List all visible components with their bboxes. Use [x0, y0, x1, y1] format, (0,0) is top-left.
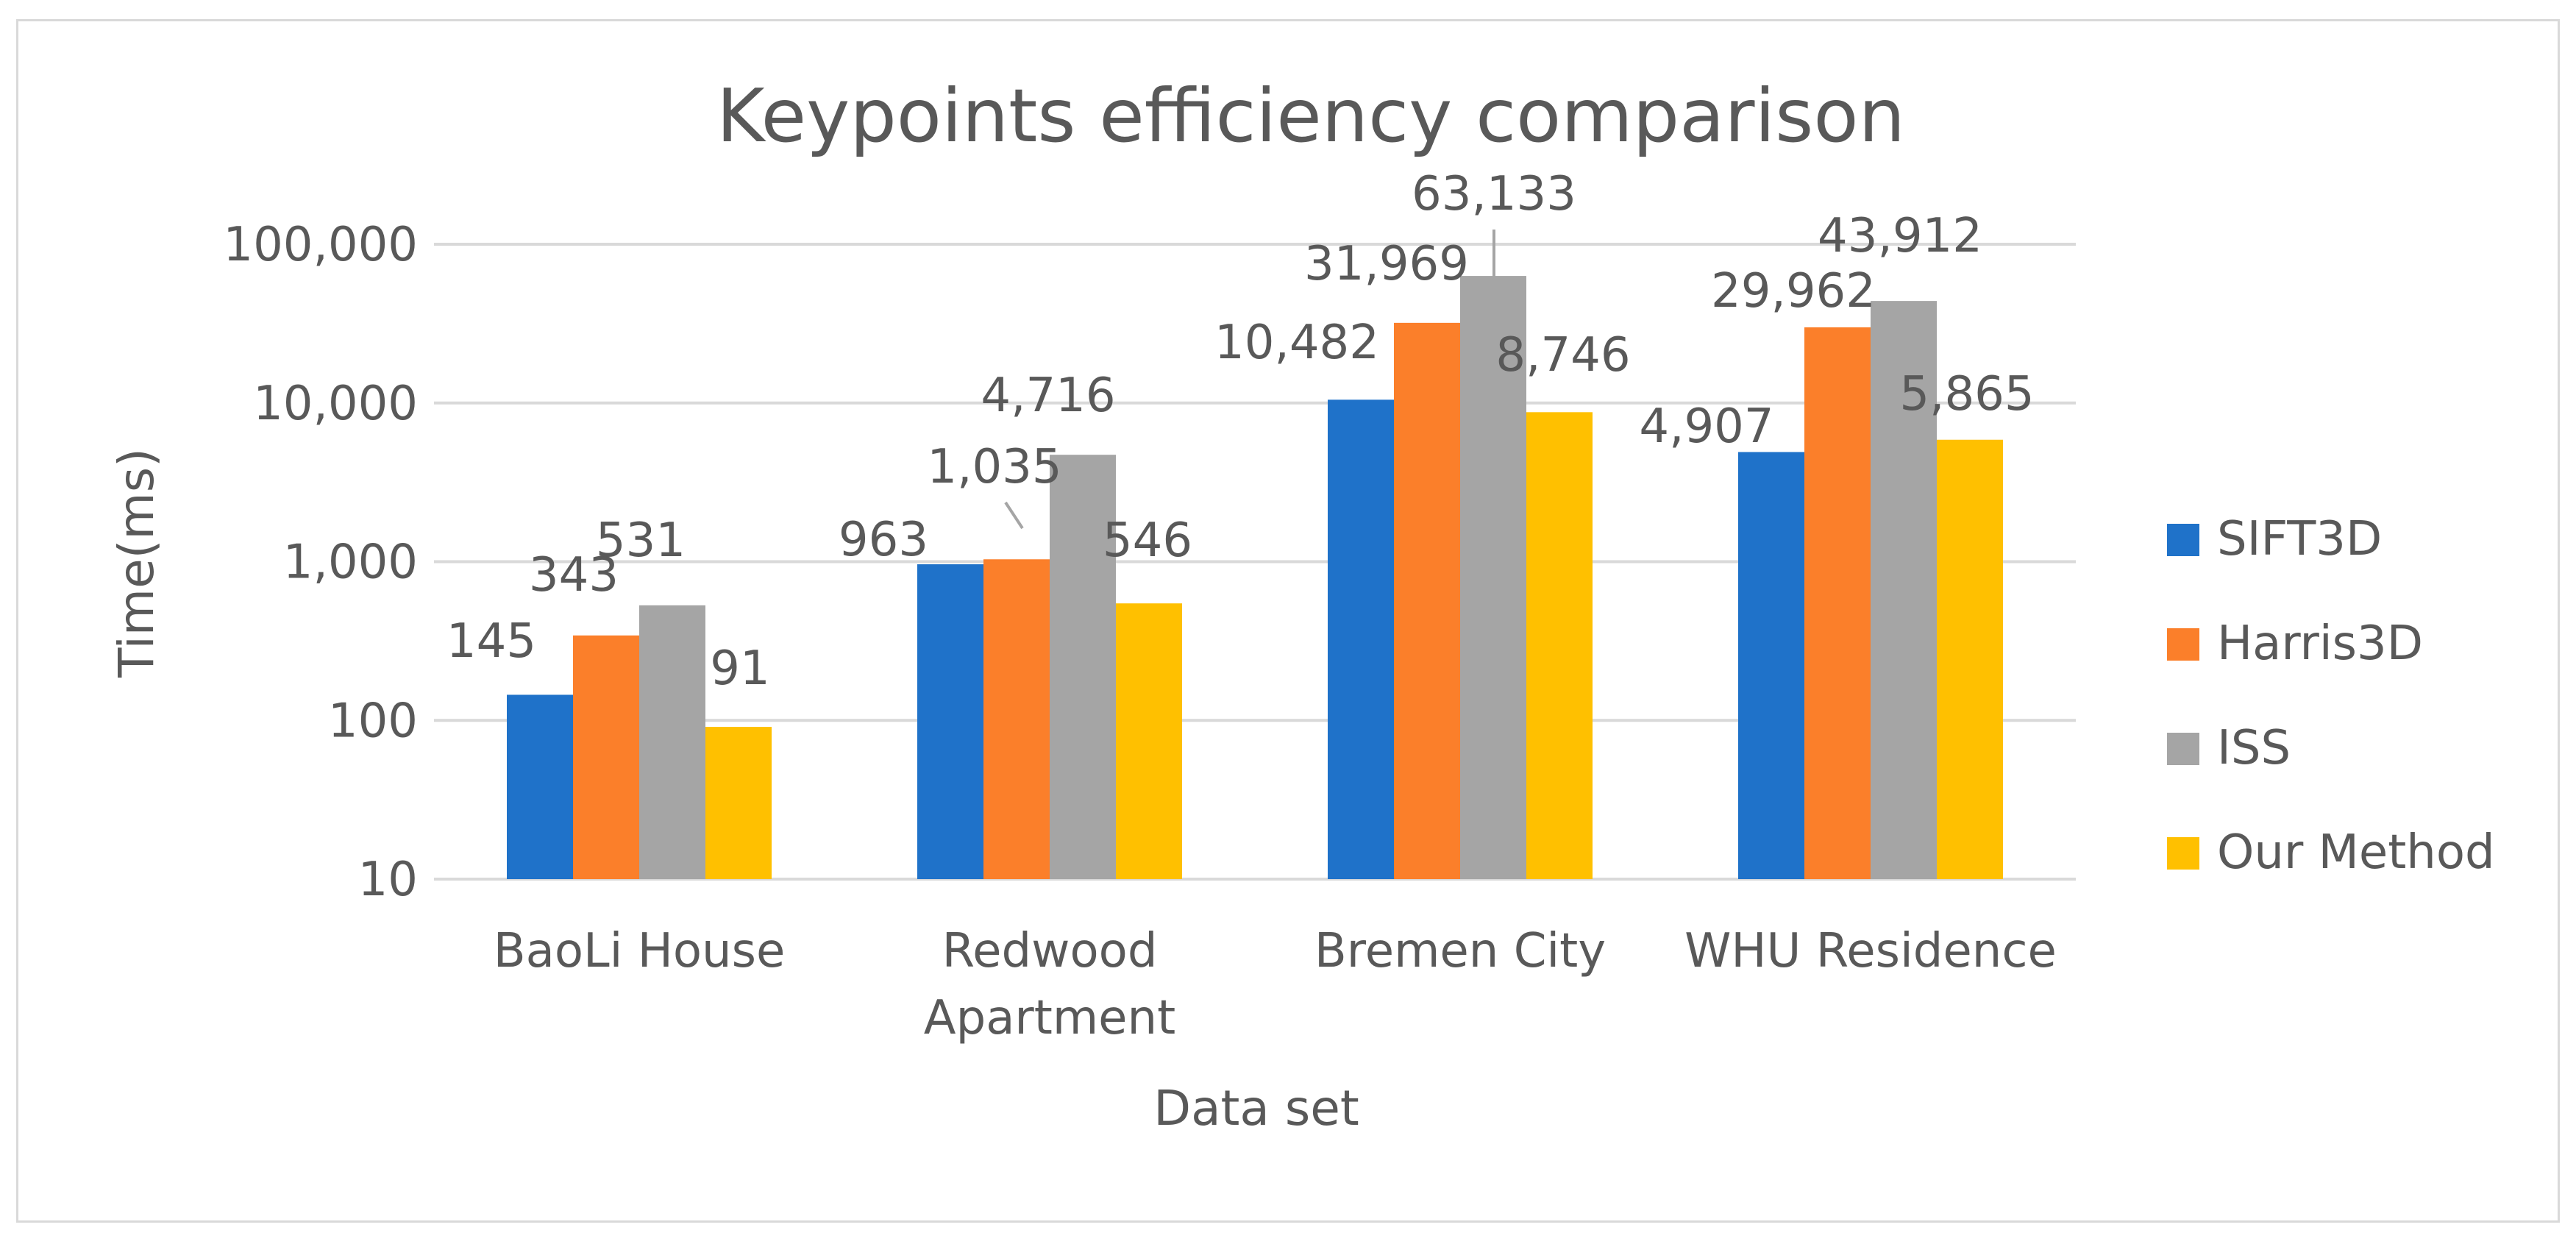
data-label: 8,746 [1495, 328, 1630, 383]
data-label: 31,969 [1304, 237, 1469, 291]
bar-our-method [1116, 603, 1182, 879]
data-label: 531 [596, 513, 686, 568]
legend-label: ISS [2217, 721, 2291, 775]
bar-our-method [1526, 412, 1593, 879]
bar-sift3d [917, 564, 983, 879]
chart-frame [16, 19, 2560, 1223]
y-axis-title: Time(ms) [108, 448, 165, 678]
y-tick-label: 10 [358, 853, 418, 907]
bar-iss [1871, 301, 1937, 879]
data-label: 546 [1103, 513, 1192, 568]
y-tick-label: 100 [328, 694, 418, 748]
data-label: 4,907 [1639, 399, 1773, 454]
x-tick-label: Bremen City [1314, 924, 1606, 978]
data-label: 29,962 [1711, 264, 1876, 319]
bar-harris3d [573, 635, 639, 879]
bar-iss [1460, 276, 1526, 879]
data-label: 963 [839, 513, 928, 567]
data-label: 5,865 [1899, 367, 2034, 422]
x-tick-label: WHU Residence [1684, 924, 2057, 978]
legend-swatch [2167, 733, 2199, 765]
y-tick-label: 10,000 [253, 377, 418, 431]
x-axis-title: Data set [1153, 1080, 1359, 1137]
bar-harris3d [1394, 322, 1460, 879]
legend-label: SIFT3D [2217, 512, 2382, 566]
legend: SIFT3D Harris3D ISS Our Method [2167, 512, 2495, 880]
bar-sift3d [1738, 452, 1804, 879]
data-label: 145 [446, 614, 536, 669]
data-label: 91 [710, 641, 769, 696]
data-label: 1,035 [927, 440, 1061, 494]
legend-label: Our Method [2217, 825, 2495, 880]
legend-swatch [2167, 524, 2199, 556]
bar-sift3d [1328, 399, 1394, 879]
legend-swatch [2167, 837, 2199, 870]
data-label: 4,716 [981, 369, 1115, 423]
x-tick-label: BaoLi House [494, 924, 786, 978]
y-tick-label: 1,000 [283, 536, 418, 590]
data-label: 63,133 [1412, 167, 1576, 221]
x-tick-label: Redwood [942, 924, 1158, 978]
data-label: 343 [529, 548, 619, 603]
legend-swatch [2167, 628, 2199, 661]
label-leader-lines [1004, 230, 1495, 530]
x-tick-label: Apartment [924, 991, 1175, 1045]
bar-harris3d [983, 559, 1050, 879]
data-label: 43,912 [1818, 209, 1982, 263]
bar-iss [639, 605, 705, 879]
leader-line [1004, 501, 1024, 530]
data-label: 10,482 [1214, 316, 1379, 370]
bar-iss [1050, 455, 1116, 879]
y-axis-ticks: 10 100 1,000 10,000 100,000 [223, 218, 418, 907]
bars [507, 276, 2003, 880]
bar-our-method [1937, 439, 2003, 879]
y-tick-label: 100,000 [223, 218, 418, 272]
bar-harris3d [1804, 327, 1871, 880]
legend-label: Harris3D [2217, 616, 2423, 671]
bar-our-method [705, 727, 772, 879]
x-axis-ticks: BaoLi House Redwood Apartment Bremen City WH… [494, 924, 2057, 1045]
bar-sift3d [507, 694, 573, 879]
chart-title: Keypoints efficiency comparison [716, 73, 1905, 159]
